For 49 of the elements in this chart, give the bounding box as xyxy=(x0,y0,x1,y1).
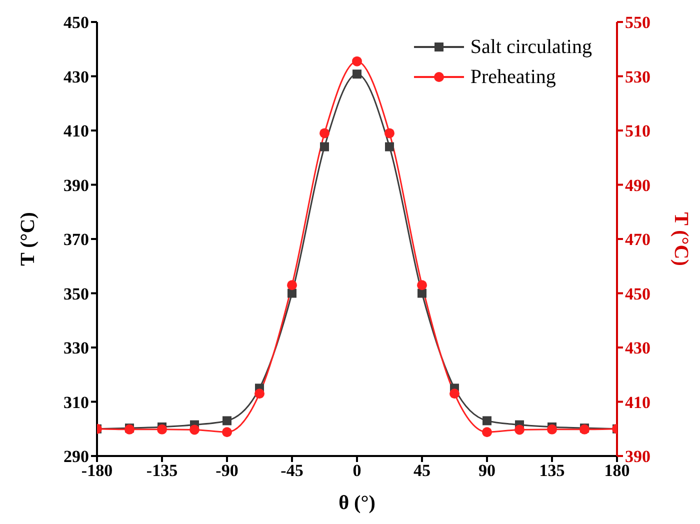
point xyxy=(352,56,362,66)
point xyxy=(514,424,524,435)
point xyxy=(385,142,394,152)
point xyxy=(222,416,232,426)
point xyxy=(384,128,394,138)
x-axis-title: θ (°) xyxy=(338,492,376,514)
point xyxy=(222,427,232,438)
point xyxy=(547,424,557,434)
point xyxy=(352,70,362,79)
point xyxy=(190,424,200,435)
point xyxy=(450,388,460,399)
x-tick-label: -135 xyxy=(146,461,178,480)
point xyxy=(482,416,492,426)
x-tick-label: -90 xyxy=(216,461,238,480)
point xyxy=(417,280,427,290)
point xyxy=(320,142,329,152)
point xyxy=(157,424,167,434)
y-tick-label: 330 xyxy=(64,338,89,358)
y2-axis-title: T (°C) xyxy=(670,212,692,266)
y-tick-label: 370 xyxy=(64,230,89,250)
x-tick-label: 135 xyxy=(539,461,565,480)
y2-tick-label: 510 xyxy=(625,122,650,141)
legend-label: Preheating xyxy=(470,66,556,88)
x-tick-label: 45 xyxy=(414,461,430,480)
x-tick-label: 90 xyxy=(478,461,496,480)
x-tick-label: 0 xyxy=(352,461,362,480)
y2-tick-label: 410 xyxy=(625,392,650,412)
y-tick-label: 430 xyxy=(64,67,89,86)
y-axis-title: T (°C) xyxy=(17,212,40,266)
legend-label: Salt circulating xyxy=(470,36,592,58)
point xyxy=(418,288,426,298)
y2-tick-label: 470 xyxy=(625,230,650,250)
y2-tick-label: 490 xyxy=(625,176,650,195)
point xyxy=(287,280,297,290)
y2-tick-label: 550 xyxy=(625,13,650,32)
x-tick-label: -45 xyxy=(280,461,304,480)
y2-tick-label: 450 xyxy=(625,284,650,304)
point xyxy=(320,128,330,138)
y2-tick-label: 430 xyxy=(625,338,650,358)
y-tick-label: 390 xyxy=(64,176,89,195)
point xyxy=(288,288,296,298)
y-tick-label: 410 xyxy=(64,122,89,141)
point xyxy=(254,388,264,399)
y-tick-label: 350 xyxy=(64,284,89,304)
y-tick-label: 310 xyxy=(64,392,89,412)
y2-tick-label: 530 xyxy=(625,67,650,86)
y-tick-label: 450 xyxy=(64,13,89,32)
point xyxy=(482,427,492,438)
x-tick-label: 180 xyxy=(604,461,630,480)
